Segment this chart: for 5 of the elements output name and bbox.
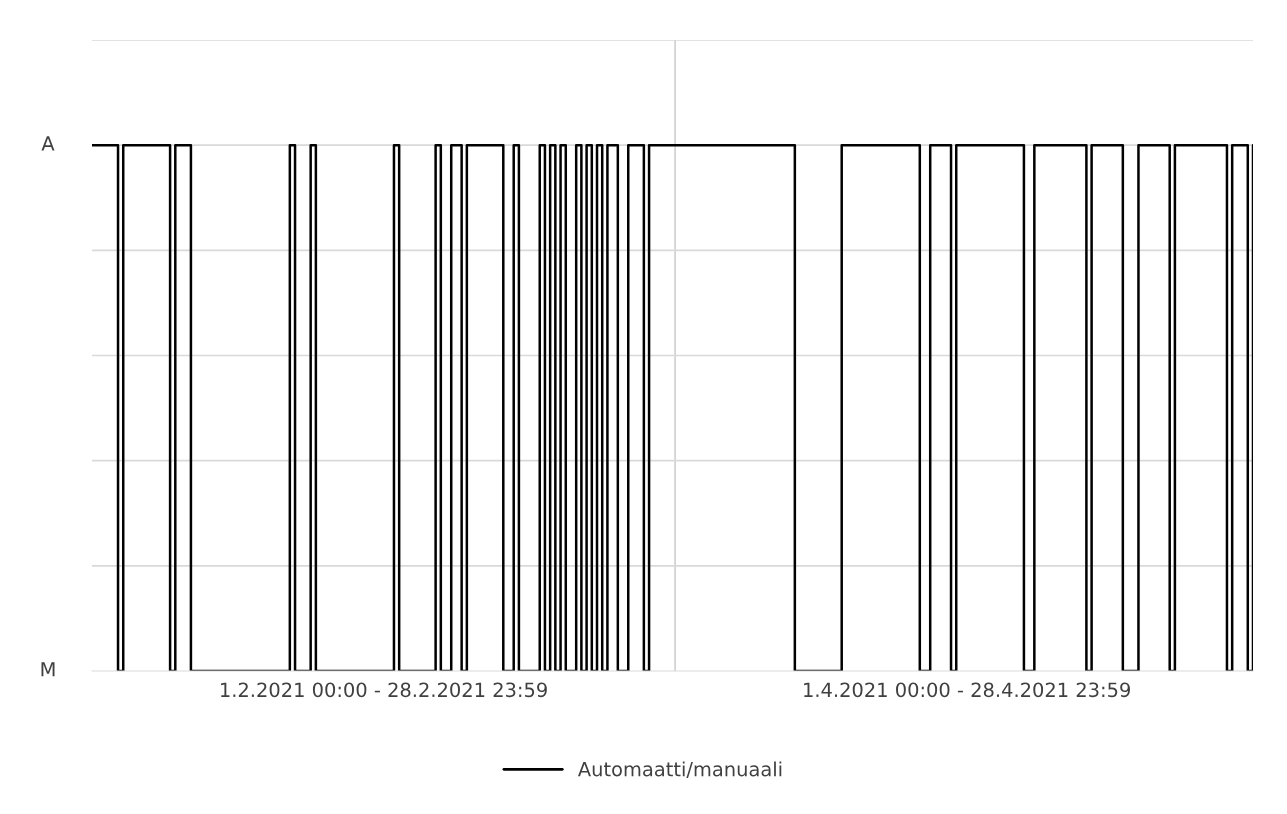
x-tick-label: 1.2.2021 00:00 - 28.2.2021 23:59	[221, 682, 547, 698]
text: M	[41, 662, 55, 677]
text: A	[41, 136, 55, 151]
x-tick-label: 1.4.2021 00:00 - 28.4.2021 23:59	[804, 682, 1130, 698]
legend-label: Automaatti/manuaali	[577, 761, 782, 778]
